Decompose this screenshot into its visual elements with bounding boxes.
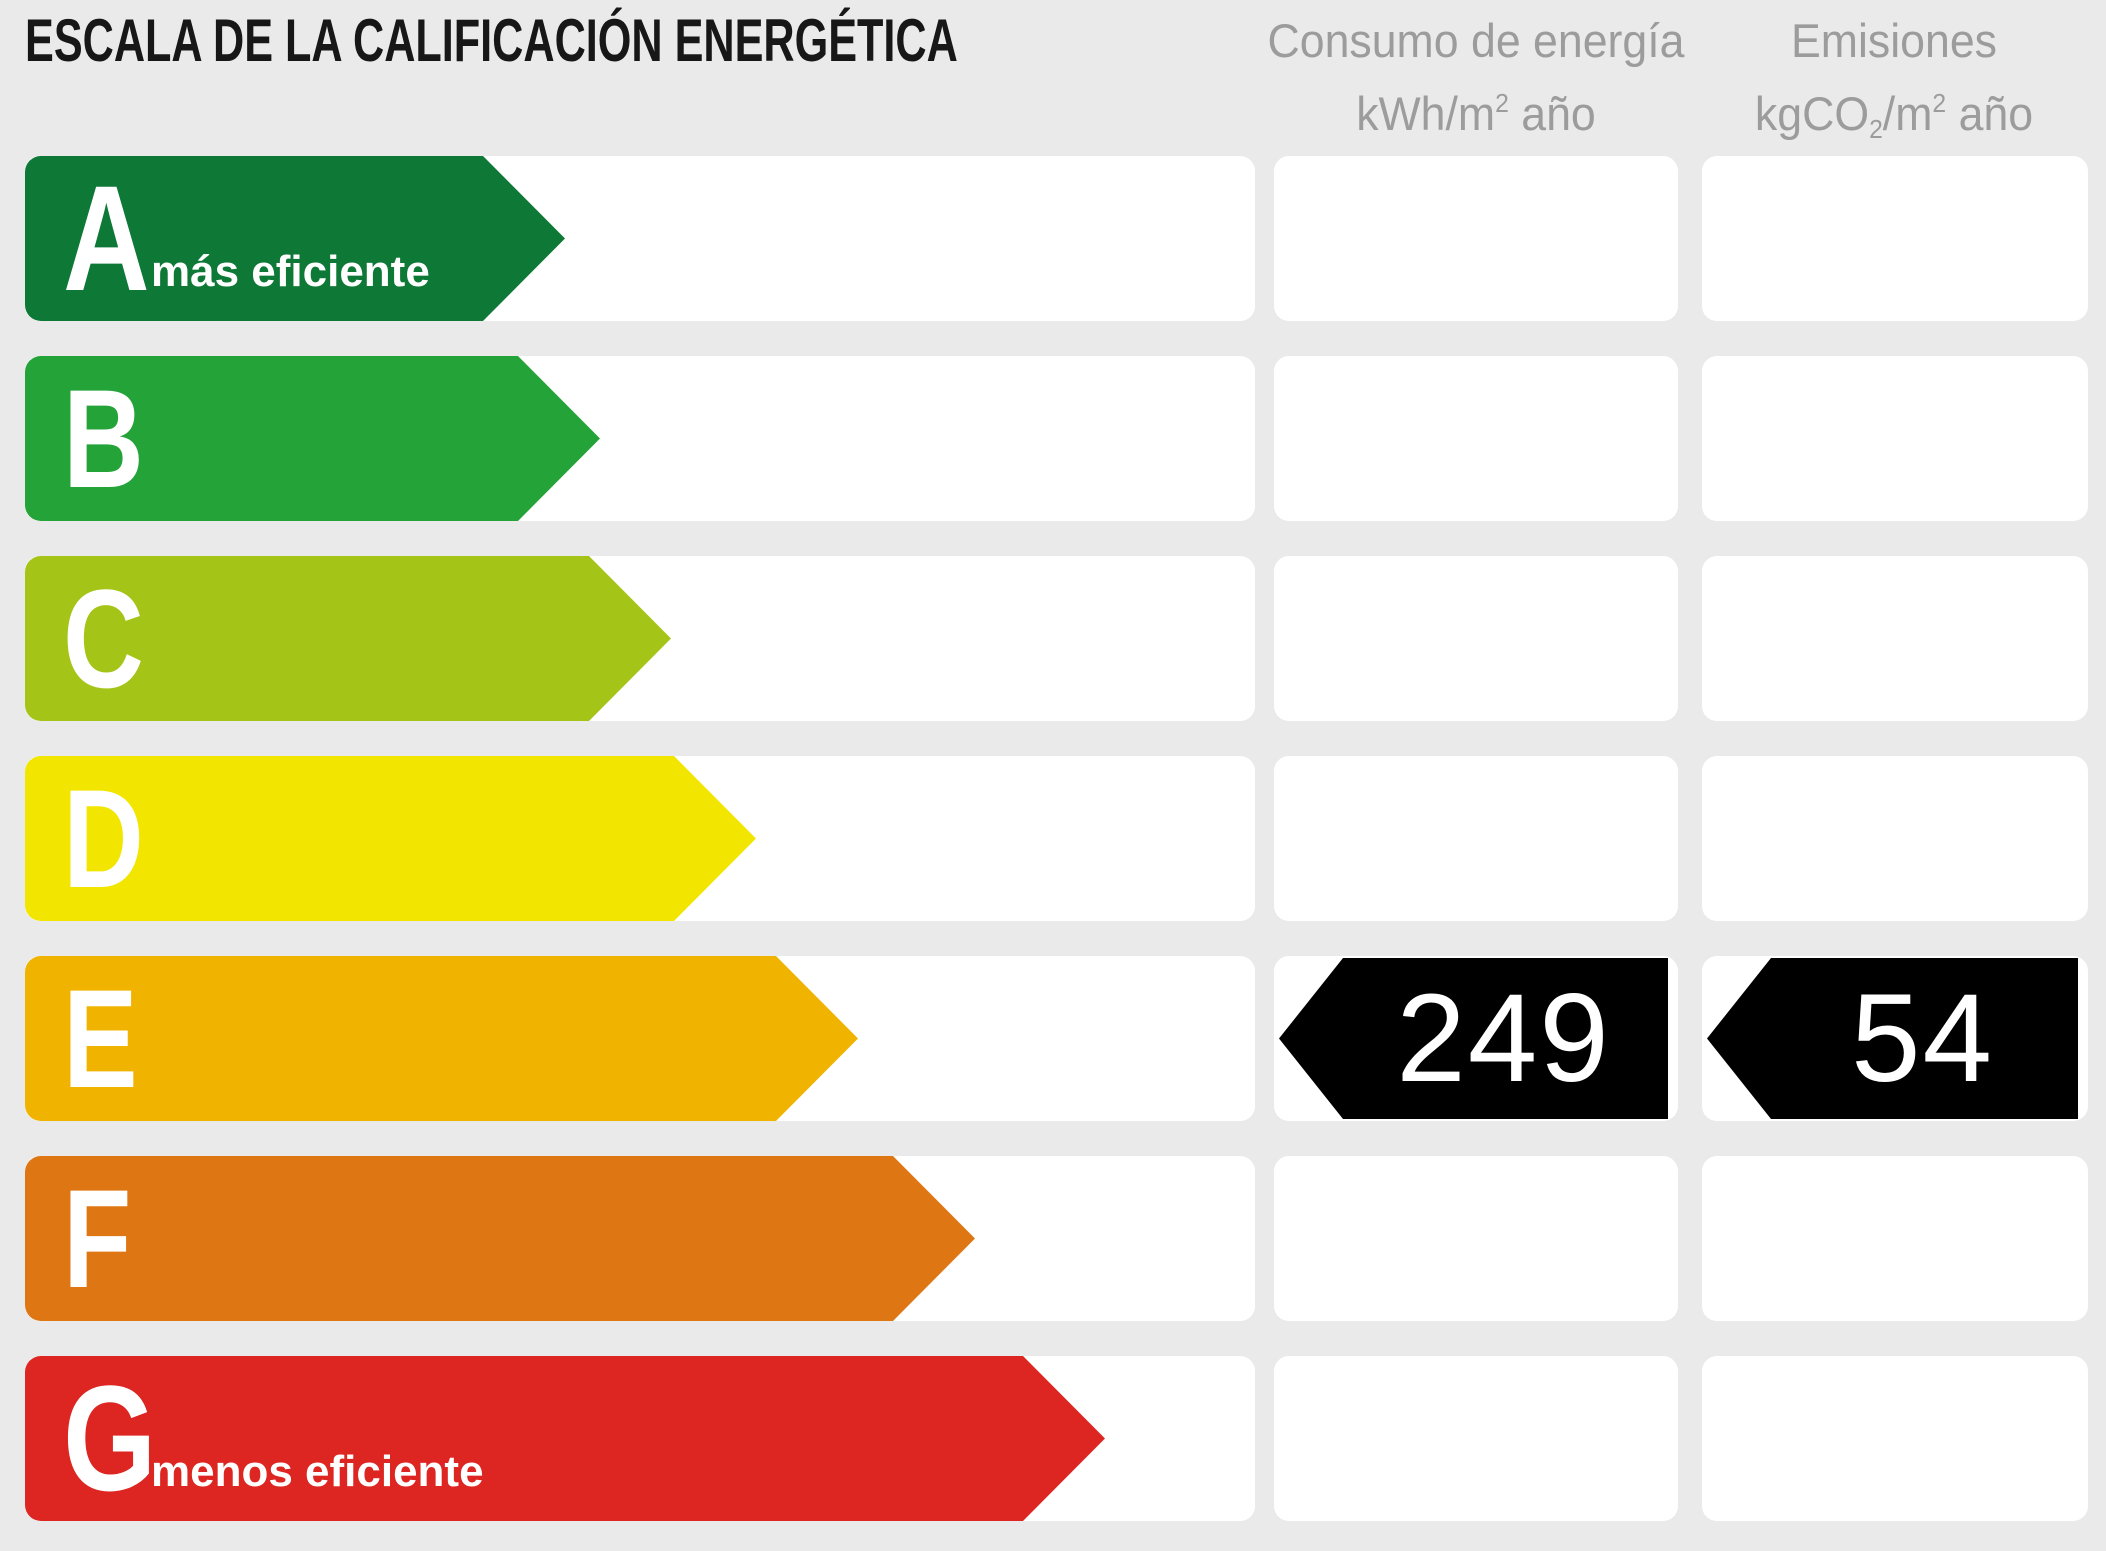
scale-row-c: C <box>0 556 2106 721</box>
rating-letter-e: E <box>63 960 138 1117</box>
rating-letter-g: G <box>63 1354 157 1522</box>
emisiones-cell-a <box>1702 156 2088 321</box>
scale-row-f: F <box>0 1156 2106 1321</box>
rating-letter-a: A <box>63 154 150 322</box>
consumo-header-unit: kWh/m2 año <box>1356 87 1596 140</box>
emisiones-value-pointer: 54 <box>1707 958 2078 1119</box>
most-efficient-note: más eficiente <box>151 247 430 296</box>
rating-letter-c: C <box>63 560 144 717</box>
consumo-value-pointer: 249 <box>1279 958 1668 1119</box>
rating-bar-f: F <box>25 1156 975 1321</box>
emisiones-column-header: Emisiones kgCO2/m2 año <box>1657 10 2106 160</box>
consumo-column-header: Consumo de energía kWh/m2 año <box>1239 10 1714 145</box>
page-title: ESCALA DE LA CALIFICACIÓN ENERGÉTICA <box>25 7 958 74</box>
scale-row-a: A más eficiente <box>0 156 2106 321</box>
emisiones-cell-b <box>1702 356 2088 521</box>
scale-row-g: G menos eficiente <box>0 1356 2106 1521</box>
consumo-value: 249 <box>1396 969 1611 1108</box>
emisiones-cell-e: 54 <box>1702 956 2088 1121</box>
rating-bar-a: A más eficiente <box>25 156 565 321</box>
scale-row-b: B <box>0 356 2106 521</box>
emisiones-value: 54 <box>1850 969 1995 1108</box>
consumo-cell-d <box>1274 756 1678 921</box>
emisiones-cell-c <box>1702 556 2088 721</box>
rating-bar-e: E <box>25 956 858 1121</box>
consumo-cell-a <box>1274 156 1678 321</box>
rating-letter-f: F <box>63 1160 132 1317</box>
emisiones-header-title: Emisiones <box>1791 14 1997 67</box>
emisiones-cell-g <box>1702 1356 2088 1521</box>
consumo-header-title: Consumo de energía <box>1267 14 1685 67</box>
consumo-cell-g <box>1274 1356 1678 1521</box>
scale-row-d: D <box>0 756 2106 921</box>
least-efficient-note: menos eficiente <box>151 1447 484 1496</box>
rating-bar-g: G menos eficiente <box>25 1356 1105 1521</box>
rating-bar-b: B <box>25 356 600 521</box>
scale-row-e: E 249 54 <box>0 956 2106 1121</box>
emisiones-cell-f <box>1702 1156 2088 1321</box>
emisiones-header-unit: kgCO2/m2 año <box>1754 87 2034 144</box>
rating-letter-b: B <box>63 360 144 517</box>
rating-letter-d: D <box>63 760 144 917</box>
rating-bar-c: C <box>25 556 671 721</box>
emisiones-cell-d <box>1702 756 2088 921</box>
consumo-cell-e: 249 <box>1274 956 1678 1121</box>
consumo-cell-f <box>1274 1156 1678 1321</box>
consumo-cell-c <box>1274 556 1678 721</box>
consumo-cell-b <box>1274 356 1678 521</box>
rating-bar-d: D <box>25 756 756 921</box>
